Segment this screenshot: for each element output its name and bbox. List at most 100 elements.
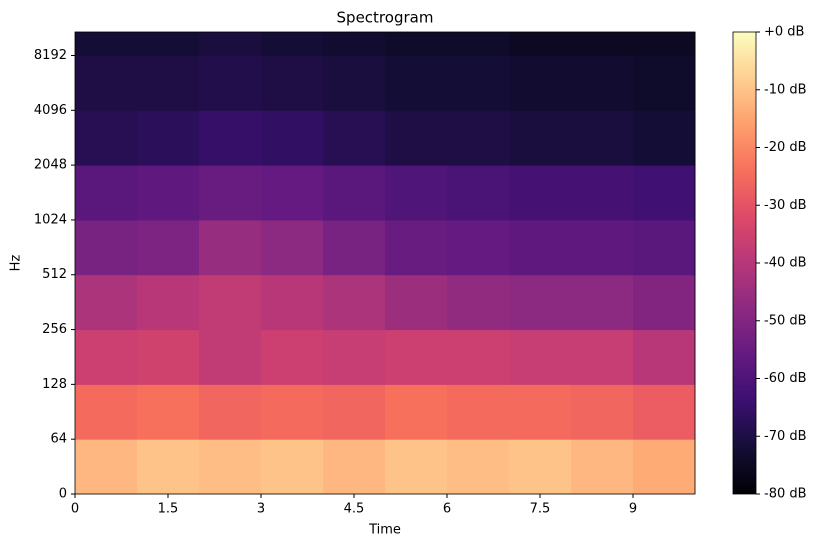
heatmap-cell	[385, 329, 448, 385]
heatmap-cell	[199, 274, 262, 331]
heatmap-cell	[75, 32, 138, 56]
heatmap-cell	[385, 110, 448, 166]
heatmap-cell	[509, 55, 572, 111]
heatmap-cell	[199, 32, 262, 56]
heatmap-cell	[633, 32, 696, 56]
colorbar-tick-label: -10 dB	[764, 82, 807, 97]
heatmap-cell	[75, 55, 138, 111]
heatmap-cell	[323, 439, 386, 495]
heatmap-cell	[75, 165, 138, 221]
y-tick-label: 512	[42, 267, 67, 282]
heatmap-cell	[137, 165, 200, 221]
heatmap-cell	[261, 384, 324, 440]
heatmap-cell	[571, 110, 634, 166]
heatmap-cell	[509, 219, 572, 276]
heatmap-cell	[385, 439, 448, 495]
x-tick-label: 7.5	[530, 502, 551, 517]
colorbar-tick-label: -70 dB	[764, 429, 807, 444]
y-tick-label: 256	[42, 322, 67, 337]
heatmap-cell	[323, 384, 386, 440]
heatmap-cell	[633, 439, 696, 495]
heatmap-cell	[385, 55, 448, 111]
heatmap-cell	[323, 274, 386, 331]
heatmap-cell	[75, 329, 138, 385]
heatmap-cell	[571, 439, 634, 495]
heatmap-cell	[447, 165, 510, 221]
heatmap-cell	[323, 110, 386, 166]
heatmap-cell	[633, 165, 696, 221]
colorbar-tick-label: -50 dB	[764, 313, 807, 328]
heatmap-cell	[323, 32, 386, 56]
plot-frame	[74, 31, 696, 495]
heatmap-cell	[385, 384, 448, 440]
heatmap-cell	[447, 384, 510, 440]
heatmap-cell	[571, 274, 634, 331]
x-tick-label: 1.5	[158, 502, 179, 517]
heatmap-cell	[571, 32, 634, 56]
heatmap-cell	[571, 219, 634, 276]
heatmap-cell	[199, 165, 262, 221]
heatmap-cell	[633, 274, 696, 331]
heatmap-cell	[633, 384, 696, 440]
heatmap-cell	[199, 110, 262, 166]
heatmap-cell	[633, 219, 696, 276]
heatmap-cell	[633, 110, 696, 166]
y-tick-label: 64	[50, 432, 67, 447]
heatmap-cell	[199, 329, 262, 385]
heatmap-cell	[447, 274, 510, 331]
heatmap-cell	[385, 274, 448, 331]
x-tick-label: 9	[629, 502, 637, 517]
heatmap-cell	[261, 219, 324, 276]
colorbar-tick-label: -60 dB	[764, 371, 807, 386]
heatmap-cell	[323, 329, 386, 385]
heatmap-cell	[447, 55, 510, 111]
heatmap-cell	[261, 32, 324, 56]
x-tick-label: 4.5	[344, 502, 365, 517]
heatmap-cell	[447, 439, 510, 495]
heatmap-cell	[571, 55, 634, 111]
y-tick-label: 2048	[34, 158, 67, 173]
y-tick-label: 1024	[34, 212, 67, 227]
heatmap-cell	[137, 110, 200, 166]
heatmap-cell	[571, 165, 634, 221]
heatmap-cell	[75, 384, 138, 440]
heatmap-cell	[75, 274, 138, 331]
y-tick-label: 128	[42, 377, 67, 392]
x-tick-label: 3	[257, 502, 265, 517]
heatmap-cell	[447, 219, 510, 276]
heatmap-cell	[447, 329, 510, 385]
y-tick-label: 4096	[34, 103, 67, 118]
heatmap-cell	[385, 219, 448, 276]
heatmap-cell	[323, 55, 386, 111]
heatmap-cell	[323, 165, 386, 221]
heatmap-cell	[385, 32, 448, 56]
heatmap-cell	[137, 274, 200, 331]
heatmap-cell	[633, 55, 696, 111]
heatmap-cell	[137, 384, 200, 440]
colorbar-tick-label: -80 dB	[764, 487, 807, 502]
x-axis-label: Time	[368, 523, 401, 538]
heatmap-cell	[261, 110, 324, 166]
y-axis-label: Hz	[9, 255, 24, 272]
heatmap-cell	[137, 219, 200, 276]
heatmap-cell	[633, 329, 696, 385]
chart-title: Spectrogram	[337, 9, 434, 27]
x-tick-label: 6	[443, 502, 451, 517]
heatmap-cell	[261, 55, 324, 111]
heatmap-cell	[137, 329, 200, 385]
heatmap-cell	[199, 219, 262, 276]
heatmap-cell	[447, 110, 510, 166]
heatmap-cell	[137, 55, 200, 111]
heatmap-cell	[75, 439, 138, 495]
heatmap-cell	[385, 165, 448, 221]
heatmap-cell	[509, 329, 572, 385]
heatmap-cell	[571, 384, 634, 440]
colorbar-tick-label: -20 dB	[764, 140, 807, 155]
heatmap-cell	[199, 439, 262, 495]
x-tick-label: 0	[71, 502, 79, 517]
heatmap-cell	[509, 110, 572, 166]
heatmap-cell	[261, 274, 324, 331]
heatmap-cell	[261, 165, 324, 221]
heatmap-cell	[75, 110, 138, 166]
